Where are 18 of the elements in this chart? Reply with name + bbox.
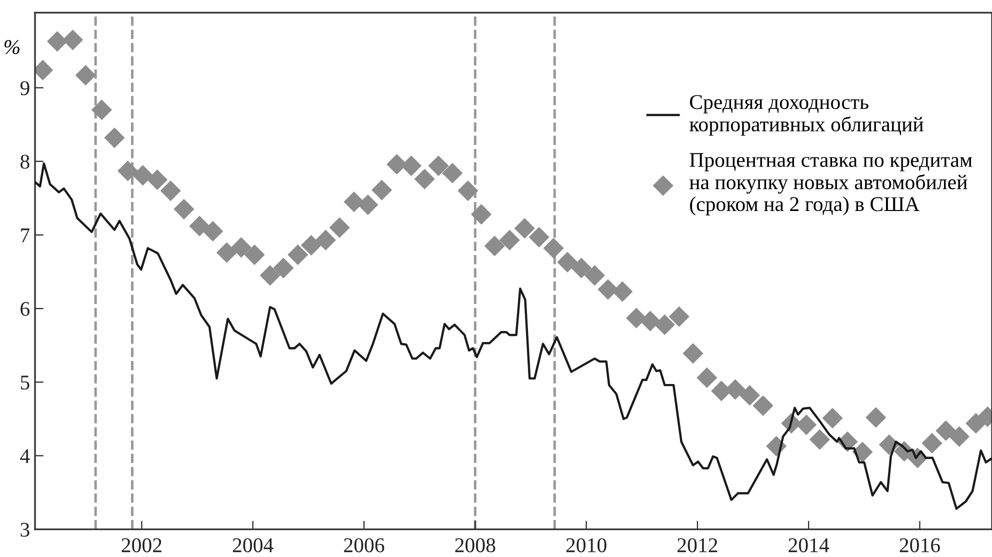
y-tick-label: 7 <box>21 228 30 242</box>
y-tick-label: 3 <box>20 522 30 537</box>
y-tick-label: 4 <box>20 449 30 463</box>
legend-label: Средняя доходность корпоративных облигаций <box>690 95 924 136</box>
y-axis-title: % <box>4 40 20 54</box>
y-tick-label: 9 <box>20 81 30 96</box>
x-tick-label: 2016 <box>900 538 940 552</box>
x-tick-label: 2012 <box>678 538 718 552</box>
y-tick-label: 5 <box>20 376 30 390</box>
y-tick-label: 6 <box>20 302 30 316</box>
x-tick-label: 2002 <box>122 538 162 552</box>
x-tick-label: 2010 <box>566 538 606 552</box>
x-tick-label: 2004 <box>232 538 274 552</box>
legend-label: Процентная ставка по кредитам на покупку новых автомобилей (сроком на 2 года) в США <box>690 153 972 216</box>
x-tick-label: 2008 <box>455 538 496 552</box>
y-tick-label: 8 <box>20 154 30 169</box>
x-tick-label: 2006 <box>344 538 384 552</box>
x-tick-label: 2014 <box>788 538 830 552</box>
